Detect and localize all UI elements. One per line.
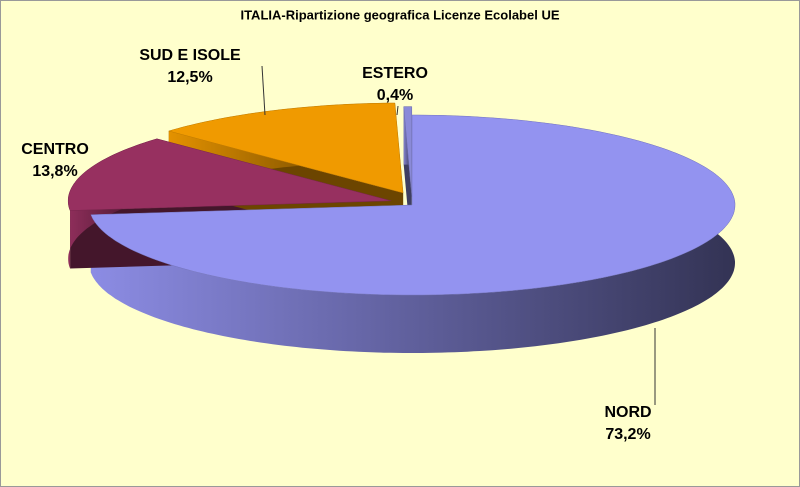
- labels: NORD 73,2% CENTRO 13,8% SUD E ISOLE 12,5% ESTE…: [21, 47, 656, 443]
- slice: [90, 114, 736, 296]
- slice-label: NORD: [604, 404, 651, 421]
- slice-label: CENTRO: [21, 141, 89, 158]
- value-label: 73,2%: [605, 426, 650, 443]
- slice: [167, 102, 404, 194]
- value-label: 0,4%: [377, 87, 413, 104]
- pie-tops: [67, 102, 736, 296]
- slice: [403, 106, 413, 197]
- value-label: 13,8%: [32, 163, 77, 180]
- slice: [67, 138, 392, 211]
- slice-label: SUD E ISOLE: [139, 47, 241, 64]
- leader-line: [261, 65, 266, 116]
- slice-label: ESTERO: [362, 65, 428, 82]
- value-label: 12,5%: [167, 69, 212, 86]
- chart-title: ITALIA-Ripartizione geografica Licenze E…: [240, 7, 559, 22]
- leader-line: [396, 105, 399, 116]
